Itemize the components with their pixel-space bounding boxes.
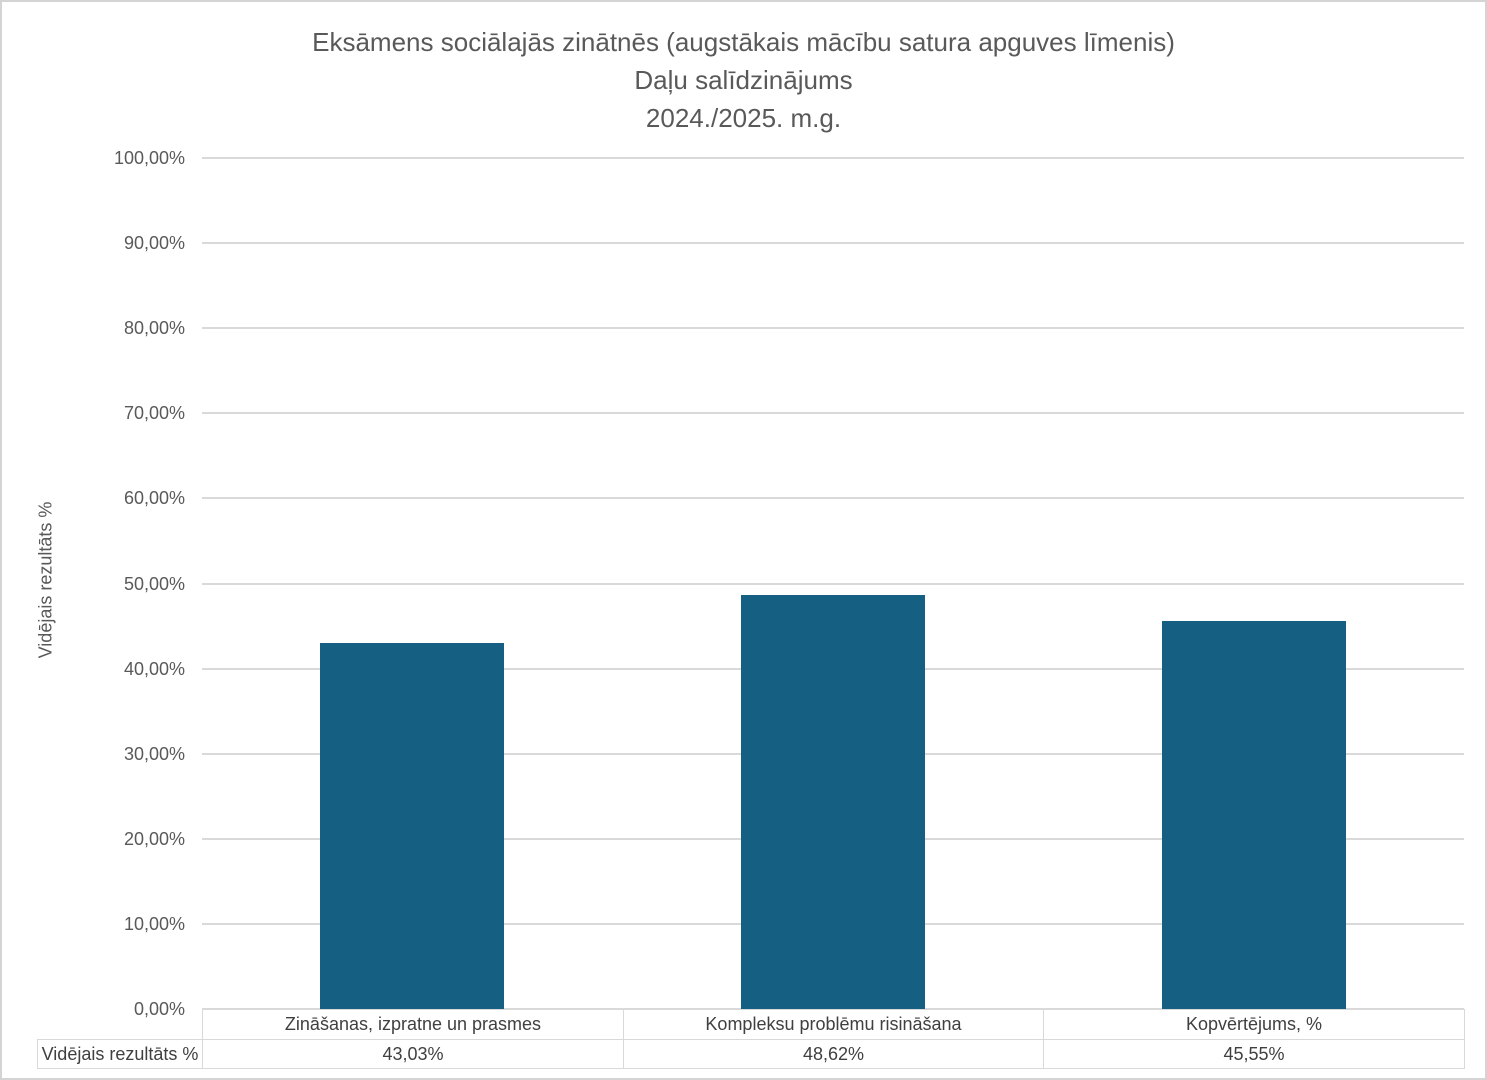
y-tick-label: 40,00%	[123, 659, 185, 679]
y-tick-label: 60,00%	[123, 488, 185, 508]
chart-title-line: 2024./2025. m.g.	[645, 103, 842, 133]
y-tick-label: 100,00%	[113, 148, 185, 168]
y-tick-label: 80,00%	[123, 318, 185, 338]
chart-title-line: Daļu salīdzinājums	[634, 65, 853, 95]
y-tick-label: 90,00%	[123, 233, 185, 253]
gridline	[202, 157, 1464, 159]
table-row-header: Vidējais rezultāts %	[37, 1039, 203, 1069]
y-tick-label: 20,00%	[123, 829, 185, 849]
y-tick-label: 70,00%	[123, 403, 185, 423]
y-tick-label: 0,00%	[133, 999, 185, 1019]
gridline	[202, 497, 1464, 499]
table-value-cell: 43,03%	[202, 1039, 624, 1069]
bar	[1162, 621, 1346, 1009]
gridline	[202, 583, 1464, 585]
table-value-cell: 45,55%	[1043, 1039, 1465, 1069]
table-value-cell: 48,62%	[623, 1039, 1044, 1069]
table-category-header: Kopvērtējums, %	[1043, 1009, 1465, 1040]
bar	[741, 595, 925, 1009]
gridline	[202, 327, 1464, 329]
y-tick-label: 30,00%	[123, 744, 185, 764]
table-category-header: Zināšanas, izpratne un prasmes	[202, 1009, 624, 1040]
chart-title-line: Eksāmens sociālajās zinātnēs (augstākais…	[312, 27, 1175, 57]
gridline	[202, 412, 1464, 414]
y-tick-label: 50,00%	[123, 574, 185, 594]
bar	[320, 643, 504, 1009]
table-category-header: Kompleksu problēmu risināšana	[623, 1009, 1044, 1040]
chart-title: Eksāmens sociālajās zinātnēs (augstākais…	[2, 23, 1485, 137]
gridline	[202, 242, 1464, 244]
y-tick-label: 10,00%	[123, 914, 185, 934]
